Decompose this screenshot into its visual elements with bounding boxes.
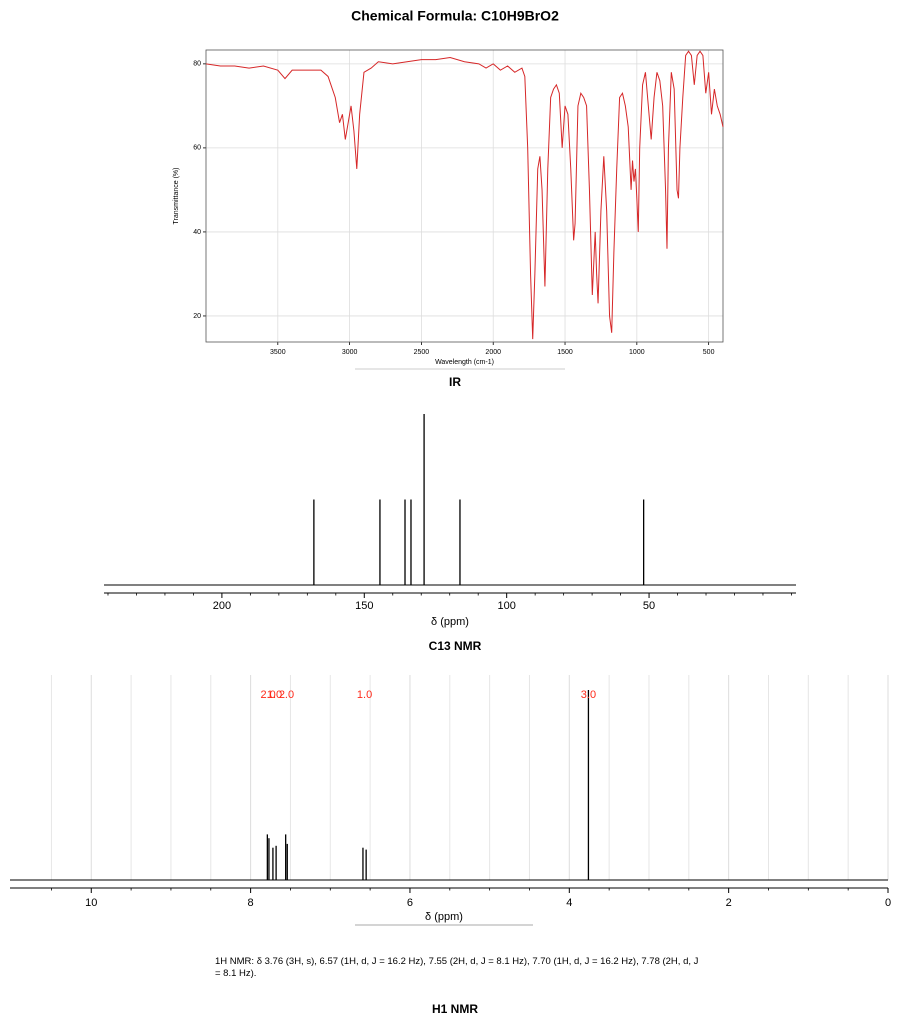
- x-tick-label: 3000: [342, 349, 358, 356]
- x-tick-label: 0: [885, 897, 891, 909]
- plot-area: [206, 50, 723, 342]
- y-tick-label: 60: [193, 145, 201, 152]
- x-tick-label: 200: [213, 600, 231, 612]
- chart-caption: C13 NMR: [429, 639, 482, 653]
- x-tick-label: 2500: [414, 349, 430, 356]
- x-tick-label: 10: [85, 897, 97, 909]
- integral-label: 2.0: [260, 689, 275, 701]
- x-axis-label: δ (ppm): [425, 911, 463, 923]
- x-tick-label: 150: [355, 600, 373, 612]
- x-tick-label: 1000: [629, 349, 645, 356]
- nmr-description: 1H NMR: δ 3.76 (3H, s), 6.57 (1H, d, J =…: [215, 956, 699, 979]
- x-tick-label: 4: [566, 897, 572, 909]
- integral-label: 3.0: [581, 689, 596, 701]
- y-tick-label: 20: [193, 313, 201, 320]
- y-tick-label: 40: [193, 229, 201, 236]
- x-tick-label: 8: [248, 897, 254, 909]
- integral-label: 2.0: [279, 689, 294, 701]
- page-title: Chemical Formula: C10H9BrO2: [351, 8, 559, 24]
- x-tick-label: 1500: [557, 349, 573, 356]
- plot-frame: [205, 49, 724, 343]
- x-tick-label: 6: [407, 897, 413, 909]
- chart-caption: IR: [449, 375, 461, 389]
- integral-label: 1.0: [357, 689, 372, 701]
- ir-trace: [205, 50, 724, 340]
- x-tick-label: 50: [643, 600, 655, 612]
- integral-label: 1.0: [267, 689, 282, 701]
- x-tick-label: 2000: [485, 349, 501, 356]
- x-axis-label: δ (ppm): [431, 616, 469, 628]
- x-tick-label: 3500: [270, 349, 286, 356]
- x-tick-label: 2: [726, 897, 732, 909]
- x-axis-label: Wavelength (cm-1): [435, 359, 494, 366]
- chart-caption: H1 NMR: [432, 1002, 478, 1016]
- x-tick-label: 500: [703, 349, 715, 356]
- y-axis-label: Transmittance (%): [173, 168, 180, 225]
- y-tick-label: 80: [193, 61, 201, 68]
- x-tick-label: 100: [497, 600, 515, 612]
